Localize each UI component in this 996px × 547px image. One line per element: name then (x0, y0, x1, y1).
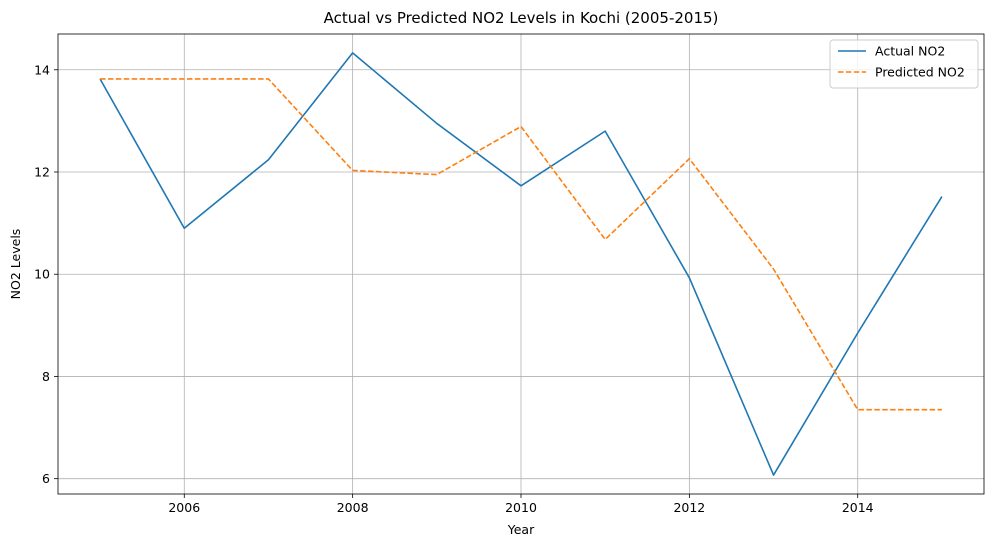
legend: Actual NO2 Predicted NO2 (829, 39, 979, 89)
legend-box (829, 39, 979, 89)
y-tick-label: 6 (42, 471, 50, 486)
series-lines (99, 52, 943, 476)
x-tick-label: 2014 (842, 500, 874, 515)
x-tick-label: 2006 (168, 500, 200, 515)
x-tick-label: 2012 (673, 500, 705, 515)
y-axis-label: NO2 Levels (8, 229, 23, 300)
x-axis-label: Year (507, 522, 535, 537)
x-tick-label: 2008 (337, 500, 369, 515)
legend-label-predicted: Predicted NO2 (875, 65, 965, 80)
series-line-predicted (100, 78, 942, 411)
x-tick-label: 2010 (505, 500, 537, 515)
y-tick-label: 10 (34, 267, 50, 282)
series-line-actual (99, 52, 943, 476)
legend-label-actual: Actual NO2 (875, 44, 945, 59)
chart-title: Actual vs Predicted NO2 Levels in Kochi … (324, 9, 719, 27)
y-tick-label: 8 (42, 369, 50, 384)
grid (58, 34, 984, 494)
y-tick-label: 12 (34, 165, 50, 180)
axis-ticks: 2006 2008 2010 2012 2014 6 8 10 12 14 (34, 62, 874, 515)
y-tick-label: 14 (34, 62, 50, 77)
